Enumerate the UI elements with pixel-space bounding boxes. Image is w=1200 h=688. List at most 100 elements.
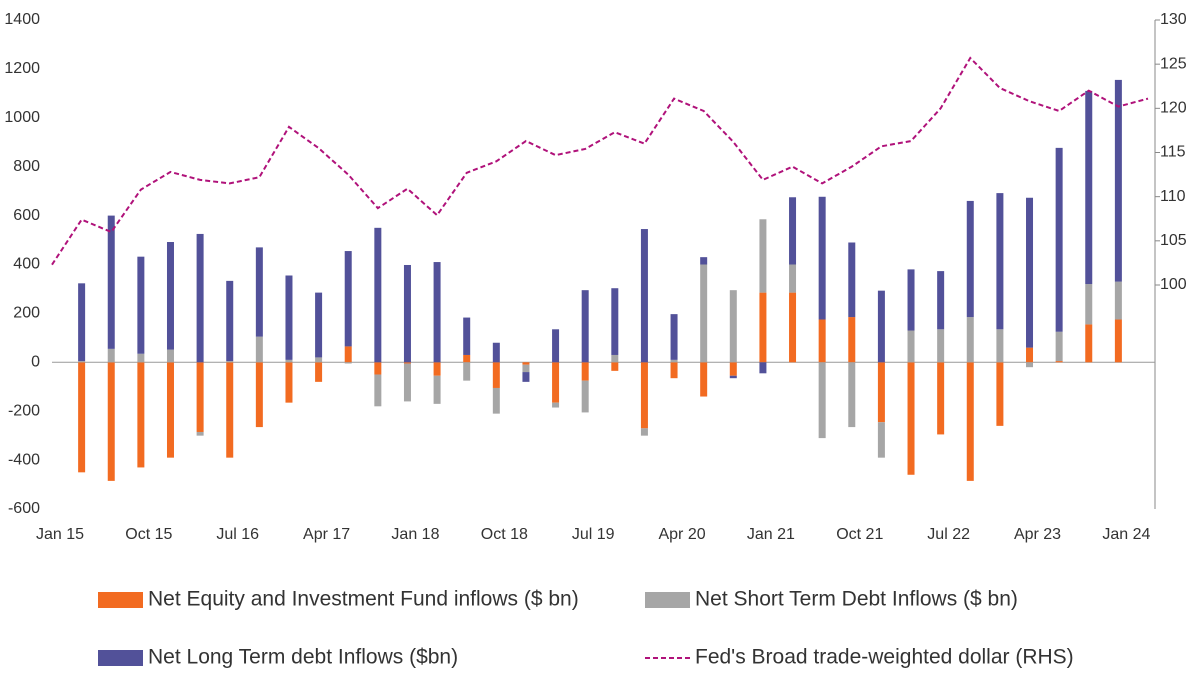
bar <box>1114 281 1122 320</box>
bar <box>789 197 797 265</box>
bar <box>1055 361 1063 363</box>
bar <box>996 193 1004 330</box>
y2-tick-label: 110 <box>1160 188 1186 205</box>
bar <box>670 359 678 363</box>
x-tick-label: Jan 15 <box>36 526 84 543</box>
y2-tick-label: 130 <box>1160 11 1187 28</box>
bar <box>492 387 500 414</box>
y-tick-label: 1200 <box>4 60 40 77</box>
bar <box>255 336 263 363</box>
bar <box>552 362 560 403</box>
bar <box>937 329 945 363</box>
x-tick-label: Jul 22 <box>927 526 970 543</box>
bar <box>463 362 471 381</box>
x-tick-label: Jan 18 <box>391 526 439 543</box>
legend-label: Net Short Term Debt Inflows ($ bn) <box>695 588 1018 611</box>
bar <box>937 362 945 435</box>
bar <box>522 372 530 382</box>
bar <box>285 275 293 360</box>
bar <box>107 215 115 349</box>
bar <box>403 362 411 364</box>
bar <box>492 362 500 388</box>
bar <box>700 264 708 363</box>
bar <box>818 196 826 320</box>
bar <box>1026 197 1034 348</box>
bar <box>700 257 708 265</box>
bar <box>611 288 619 355</box>
line <box>51 56 1149 266</box>
x-tick-label: Apr 17 <box>303 526 350 543</box>
bar <box>1055 331 1063 362</box>
bar <box>611 354 619 363</box>
bar <box>463 354 471 363</box>
bar <box>611 362 619 371</box>
x-tick-label: Jul 16 <box>216 526 259 543</box>
bar <box>1114 319 1122 363</box>
bar <box>966 317 974 363</box>
bar <box>315 357 323 363</box>
x-tick-label: Jan 21 <box>747 526 795 543</box>
bar <box>996 362 1004 426</box>
bar <box>581 380 589 413</box>
bar <box>848 362 856 428</box>
bar <box>107 362 115 481</box>
bar <box>670 314 678 360</box>
x-tick-label: Jul 19 <box>572 526 615 543</box>
y-tick-label: -400 <box>8 451 40 468</box>
y-tick-label: 600 <box>13 207 40 224</box>
bar <box>433 375 441 404</box>
bar <box>1055 147 1063 332</box>
y2-tick-label: 125 <box>1160 55 1187 72</box>
bar <box>107 348 115 363</box>
bar <box>700 362 708 397</box>
bar <box>789 292 797 363</box>
bar <box>315 292 323 358</box>
y2-tick-label: 100 <box>1160 276 1187 293</box>
legend-label: Net Long Term debt Inflows ($bn) <box>148 646 458 669</box>
bar <box>344 251 352 347</box>
x-tick-label: Oct 21 <box>836 526 883 543</box>
bar <box>848 317 856 363</box>
bar <box>907 330 915 363</box>
bar <box>552 402 560 408</box>
bar <box>1026 347 1034 363</box>
bar <box>581 362 589 381</box>
bar <box>877 422 885 458</box>
bar <box>729 375 737 379</box>
bar <box>226 280 234 362</box>
bar <box>1085 90 1093 285</box>
legend-swatch <box>98 650 143 666</box>
bar <box>1026 362 1034 368</box>
bar <box>285 362 293 403</box>
y-tick-label: -600 <box>8 500 40 517</box>
bar <box>78 361 86 363</box>
bar <box>670 362 678 379</box>
bar <box>759 362 767 374</box>
bar <box>640 362 648 429</box>
x-tick-label: Oct 15 <box>125 526 172 543</box>
bar <box>966 362 974 481</box>
bar <box>877 290 885 363</box>
y-tick-label: 0 <box>31 354 40 371</box>
bar <box>315 362 323 382</box>
bar <box>522 362 530 365</box>
legend-swatch <box>98 592 143 608</box>
bar <box>492 342 500 363</box>
bar <box>255 362 263 428</box>
bar <box>877 362 885 423</box>
bar <box>403 264 411 363</box>
bar <box>433 362 441 376</box>
bar <box>966 200 974 318</box>
bar <box>166 242 174 350</box>
bar <box>374 227 382 363</box>
bar <box>137 353 145 363</box>
x-tick-label: Jan 24 <box>1102 526 1150 543</box>
y2-tick-label: 105 <box>1160 232 1187 249</box>
bar <box>166 362 174 458</box>
y2-tick-label: 115 <box>1160 144 1186 161</box>
bar <box>433 262 441 363</box>
y-tick-label: 1400 <box>4 11 40 28</box>
bar <box>196 233 204 363</box>
bar <box>759 292 767 363</box>
